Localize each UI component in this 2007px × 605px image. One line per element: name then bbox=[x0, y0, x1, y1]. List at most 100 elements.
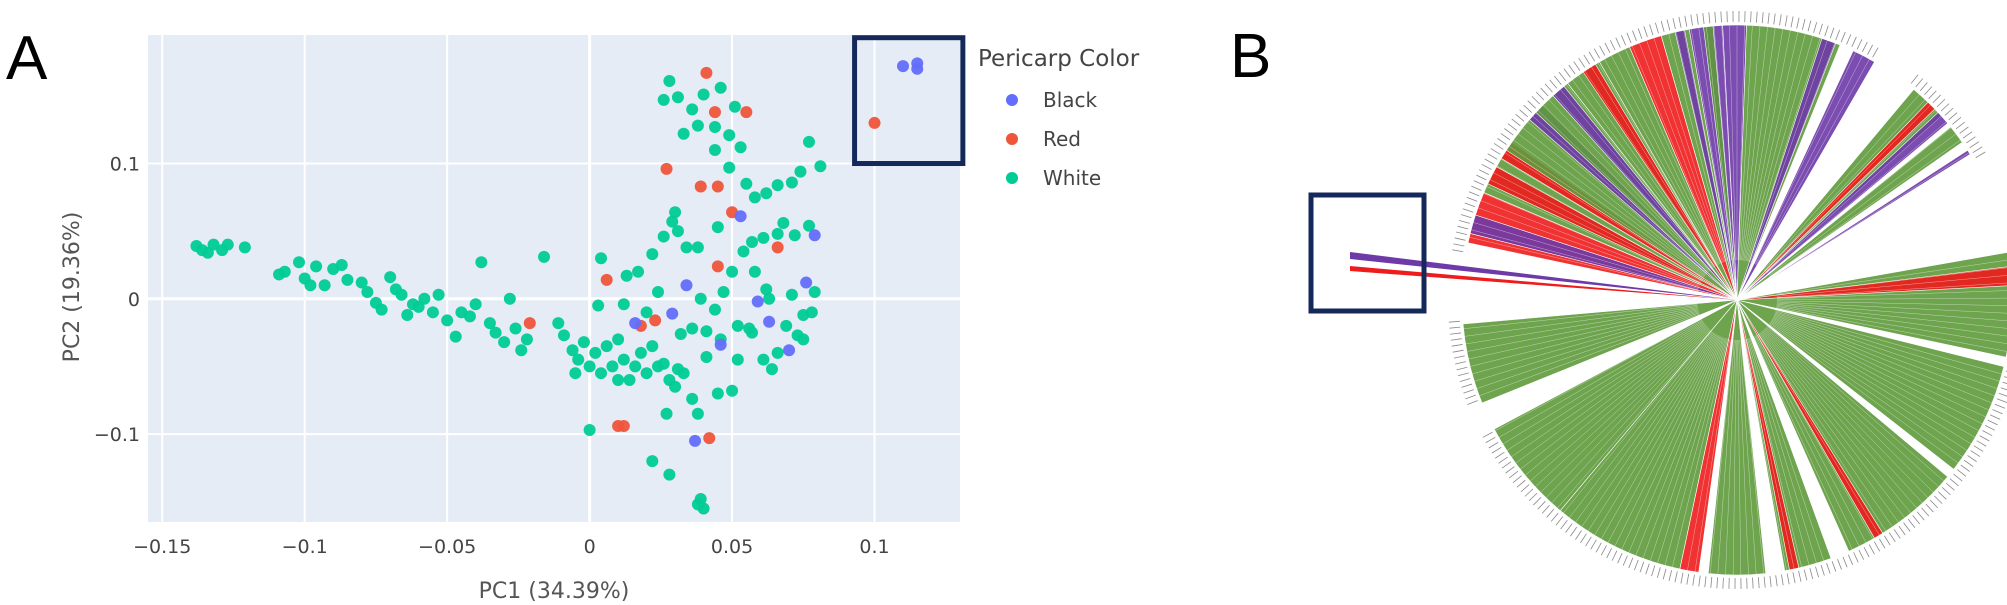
branch-separator bbox=[1775, 310, 2002, 375]
tip-label-mark bbox=[1786, 573, 1790, 585]
tip-label-mark bbox=[1858, 549, 1865, 560]
branch-separator bbox=[1479, 313, 1700, 397]
panel-a-letter: A bbox=[6, 24, 48, 93]
branch-separator bbox=[1761, 331, 1905, 519]
tip-label-mark bbox=[2004, 376, 2007, 378]
branch-separator bbox=[1529, 326, 1708, 482]
tip-label-mark bbox=[1460, 214, 1472, 219]
branch-separator bbox=[1600, 334, 1718, 540]
tip-label-mark bbox=[1533, 496, 1542, 506]
point-white bbox=[657, 93, 670, 106]
point-white bbox=[686, 322, 699, 335]
point-black bbox=[751, 295, 764, 308]
legend-marker-red bbox=[1006, 133, 1018, 145]
branch-separator bbox=[1639, 42, 1724, 263]
branch-separator bbox=[1766, 115, 1942, 274]
point-white bbox=[634, 346, 647, 359]
branch-separator bbox=[1476, 312, 1700, 389]
tip-label-mark bbox=[1555, 516, 1564, 526]
point-white bbox=[612, 373, 625, 386]
x-tick-label: 0 bbox=[584, 536, 596, 558]
branch-separator bbox=[1466, 307, 1698, 352]
tip-label-mark bbox=[1898, 525, 1906, 536]
tip-label-mark bbox=[1565, 523, 1573, 533]
tip-label-mark bbox=[1722, 577, 1724, 589]
tree-branch-white bbox=[1493, 299, 1738, 512]
point-white bbox=[583, 424, 596, 437]
point-white bbox=[808, 286, 821, 299]
tip-label-mark bbox=[1651, 565, 1656, 577]
branch-separator bbox=[1646, 40, 1725, 263]
branch-separator bbox=[1747, 35, 1814, 262]
tip-label-mark bbox=[1554, 75, 1562, 85]
branch-separator bbox=[1764, 99, 1926, 272]
branch-separator bbox=[1760, 332, 1899, 523]
branch-separator bbox=[1462, 302, 1698, 322]
branch-separator bbox=[1761, 84, 1909, 269]
branch-separator bbox=[1484, 315, 1701, 411]
tip-label-mark bbox=[1628, 557, 1634, 569]
tip-label-mark bbox=[1656, 567, 1661, 578]
branch-separator bbox=[1713, 25, 1734, 261]
tip-label-mark bbox=[1842, 556, 1848, 568]
branch-separator bbox=[1749, 337, 1825, 562]
tree-branch-white bbox=[1703, 25, 1738, 301]
tip-label-mark bbox=[1455, 361, 1466, 365]
point-white bbox=[617, 298, 630, 311]
tip-label-mark bbox=[1485, 436, 1496, 444]
point-white bbox=[723, 129, 736, 142]
point-red bbox=[649, 314, 662, 327]
tip-label-mark bbox=[1672, 18, 1676, 29]
tip-label-mark bbox=[1662, 568, 1667, 580]
tip-label-mark bbox=[1505, 466, 1515, 474]
tip-label-mark bbox=[1846, 34, 1852, 45]
branch-separator bbox=[1657, 338, 1726, 564]
tip-label-mark bbox=[1720, 11, 1722, 23]
tip-label-mark bbox=[1940, 103, 1950, 112]
point-white bbox=[538, 250, 551, 263]
tree-branch-outlier-black bbox=[1350, 252, 1737, 300]
branch-separator bbox=[1581, 332, 1715, 528]
tip-label-mark bbox=[1451, 344, 1463, 347]
tip-label-mark bbox=[1595, 542, 1602, 553]
tip-label-mark bbox=[1815, 566, 1819, 578]
point-white bbox=[583, 360, 596, 373]
point-white bbox=[489, 326, 502, 339]
point-white bbox=[694, 493, 707, 506]
branch-separator bbox=[1560, 89, 1712, 270]
tip-label-mark bbox=[1944, 107, 1954, 116]
branch-separator bbox=[1543, 104, 1709, 272]
branch-separator bbox=[1769, 323, 1959, 464]
point-white bbox=[731, 319, 744, 332]
point-black bbox=[763, 315, 776, 328]
legend-label-red: Red bbox=[1043, 127, 1081, 151]
branch-separator bbox=[1754, 51, 1857, 265]
tip-label-mark bbox=[1924, 86, 1933, 95]
tip-label-mark bbox=[1820, 564, 1825, 576]
point-white bbox=[617, 353, 630, 366]
branch-separator bbox=[1535, 326, 1708, 488]
tree-branch-white bbox=[1736, 299, 1949, 552]
branch-separator bbox=[1759, 75, 1896, 268]
point-black bbox=[800, 276, 813, 289]
branch-separator bbox=[1748, 338, 1817, 564]
point-white bbox=[711, 221, 724, 234]
branch-separator bbox=[1768, 324, 1954, 470]
tip-label-mark bbox=[1916, 511, 1925, 521]
branch-separator bbox=[1493, 172, 1702, 282]
tip-label-mark bbox=[1461, 383, 1473, 388]
tip-label-mark bbox=[1466, 197, 1478, 202]
tip-label-mark bbox=[1668, 570, 1673, 581]
tip-label-mark bbox=[1449, 326, 1461, 329]
point-white bbox=[785, 288, 798, 301]
highlight-box-b bbox=[1308, 192, 1427, 314]
point-white bbox=[805, 306, 818, 319]
point-red bbox=[711, 260, 724, 273]
branch-separator bbox=[1473, 222, 1699, 289]
tip-label-mark bbox=[1692, 574, 1695, 586]
point-white bbox=[557, 329, 570, 342]
branch-separator bbox=[1464, 305, 1698, 337]
tip-label-mark bbox=[1963, 459, 1974, 467]
tip-label-mark bbox=[1645, 563, 1650, 575]
tip-label-mark bbox=[1593, 48, 1601, 59]
